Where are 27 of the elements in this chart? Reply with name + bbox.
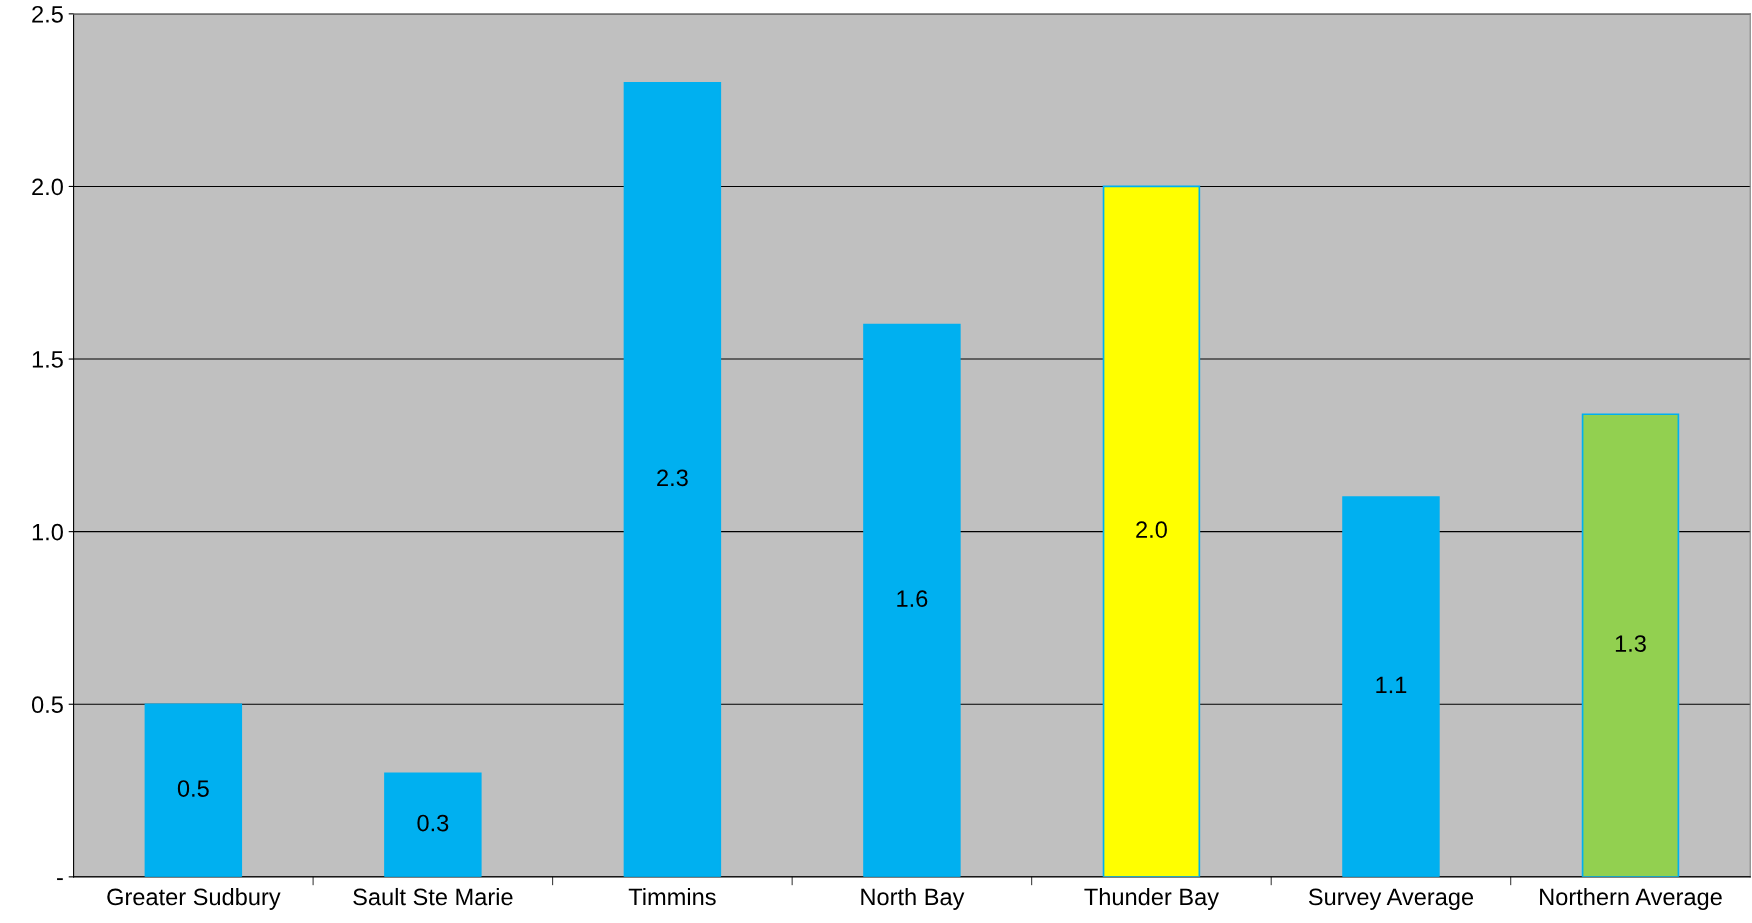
bar — [863, 323, 961, 877]
bar — [144, 703, 243, 877]
data-label: 1.6 — [897, 590, 928, 608]
data-label: 1.3 — [1615, 635, 1646, 652]
bar — [623, 82, 722, 877]
y-tick-label: 1.5 — [32, 351, 63, 368]
bar — [384, 772, 482, 877]
x-tick-label: North Bay — [861, 887, 965, 910]
bar — [1342, 496, 1440, 877]
x-tick-label: Northern Average — [1540, 887, 1722, 910]
bar — [1102, 185, 1201, 877]
x-tick-label: Timmins — [628, 887, 716, 906]
bar — [1581, 413, 1680, 877]
y-tick-label: - — [57, 878, 63, 881]
y-tick-label: 1.0 — [32, 523, 63, 541]
data-label: 2.0 — [1136, 521, 1167, 538]
y-tick-label: 0.5 — [31, 696, 63, 714]
y-tick-label: 2.0 — [32, 178, 63, 196]
x-tick-label: Sault Ste Marie — [353, 887, 513, 906]
x-tick-label: Thunder Bay — [1084, 887, 1219, 910]
data-label: 1.1 — [1376, 676, 1407, 694]
data-label: 2.3 — [657, 469, 688, 487]
x-tick-label: Greater Sudbury — [107, 887, 281, 910]
data-label: 0.3 — [417, 814, 449, 832]
x-tick-label: Survey Average — [1308, 888, 1474, 910]
data-label: 0.5 — [177, 780, 209, 797]
y-tick-label: 2.5 — [32, 5, 63, 23]
